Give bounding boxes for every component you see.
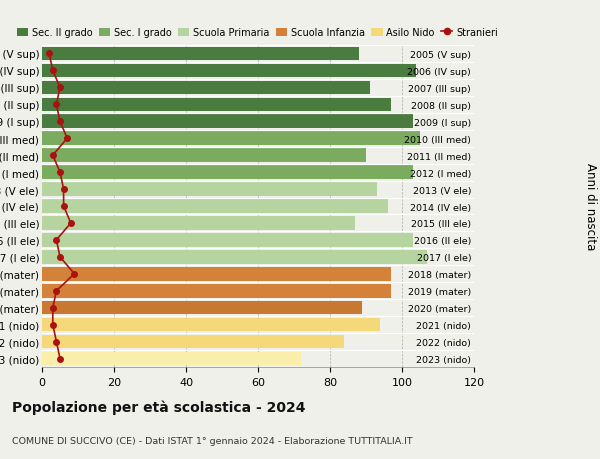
Bar [42,301,362,315]
Bar [42,217,355,230]
Bar [42,284,391,298]
Bar [42,132,420,146]
Bar [42,81,370,95]
Bar [42,200,388,213]
Bar [42,166,413,179]
Bar [42,268,391,281]
Text: COMUNE DI SUCCIVO (CE) - Dati ISTAT 1° gennaio 2024 - Elaborazione TUTTITALIA.IT: COMUNE DI SUCCIVO (CE) - Dati ISTAT 1° g… [12,436,413,445]
Bar [42,352,301,365]
Legend: Sec. II grado, Sec. I grado, Scuola Primaria, Scuola Infanzia, Asilo Nido, Stran: Sec. II grado, Sec. I grado, Scuola Prim… [17,28,498,38]
Bar [42,318,380,332]
Bar [42,251,427,264]
Bar [42,183,377,196]
Bar [42,48,359,61]
Bar [42,65,416,78]
Bar [42,149,366,162]
Bar [42,234,413,247]
Text: Anni di nascita: Anni di nascita [584,163,597,250]
Bar [42,98,391,112]
Text: Popolazione per età scolastica - 2024: Popolazione per età scolastica - 2024 [12,399,305,414]
Bar [42,335,344,348]
Bar [42,115,413,129]
